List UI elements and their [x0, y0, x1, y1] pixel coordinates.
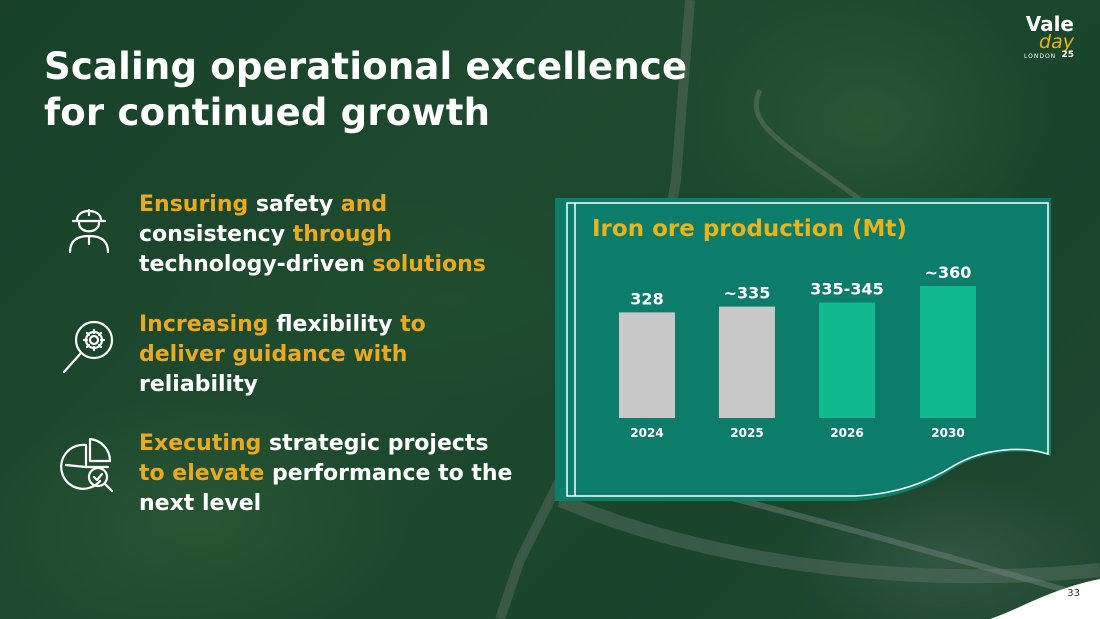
- bullet-text-segment: reliability: [139, 372, 258, 397]
- slide-title: Scaling operational excellence for conti…: [44, 44, 687, 136]
- logo-word-3: LONDON: [1024, 53, 1057, 60]
- tick-label-2030: 2030: [931, 426, 964, 440]
- bullet-text-segment: consistency: [139, 222, 293, 247]
- bar-2024: [619, 312, 675, 418]
- gear-magnifier-icon: [62, 320, 114, 374]
- title-line-2: for continued growth: [44, 91, 491, 134]
- bullet-text-segment: flexibility: [268, 312, 401, 337]
- logo-word-4: 25: [1061, 50, 1074, 60]
- tick-label-2026: 2026: [830, 426, 863, 440]
- bullet-text-segment: Increasing: [139, 312, 269, 337]
- vale-day-logo: Vale day LONDON 25: [1024, 14, 1074, 64]
- bullet-text-segment: Ensuring: [139, 192, 249, 217]
- chart-title: Iron ore production (Mt): [592, 216, 907, 242]
- bullet-projects: Executing strategic projects to elevate …: [60, 429, 520, 519]
- bullet-text-segment: solutions: [372, 252, 486, 277]
- page-number: 33: [1067, 588, 1080, 599]
- bullet-safety: Ensuring safety and consistency through …: [60, 190, 520, 280]
- title-line-1: Scaling operational excellence: [44, 45, 688, 88]
- pie-chart-check-icon: [60, 437, 114, 493]
- tick-label-2025: 2025: [730, 426, 763, 440]
- logo-word-1: Vale: [1025, 12, 1074, 36]
- bullet-flexibility: Increasing flexibility to deliver guidan…: [60, 310, 520, 400]
- bullet-text-segment: to elevate: [139, 461, 265, 486]
- bullet-text-segment: to deliver guidance with: [139, 312, 426, 367]
- tick-label-2024: 2024: [630, 426, 663, 440]
- bar-2026: [819, 302, 875, 418]
- data-label-2025: ~335: [724, 284, 771, 303]
- bullet-text: Ensuring safety and consistency through …: [139, 190, 519, 280]
- iron-ore-bar-chart: 328 2024 ~335 2025 335-345 2026 ~360 2030: [619, 263, 976, 440]
- bullet-text-segment: through: [292, 222, 392, 247]
- data-label-2026: 335-345: [810, 280, 883, 299]
- bar-2025: [719, 306, 775, 418]
- logo-word-2: day: [1039, 31, 1074, 53]
- worker-helmet-icon: [68, 208, 110, 254]
- bullet-text: Executing strategic projects to elevate …: [139, 429, 519, 519]
- bullet-text: Increasing flexibility to deliver guidan…: [139, 310, 519, 400]
- bullet-text-segment: safety: [248, 192, 341, 217]
- bullet-text-segment: strategic projects: [261, 431, 489, 456]
- chart-panel: [555, 198, 1051, 501]
- data-label-2030: ~360: [925, 263, 972, 282]
- data-label-2024: 328: [630, 289, 663, 308]
- bullet-text-segment: technology-driven: [139, 252, 373, 277]
- bullet-text-segment: performance to the next level: [139, 461, 513, 516]
- bullet-text-segment: Executing: [139, 431, 262, 456]
- corner-decoration: [990, 579, 1100, 619]
- bar-2030: [920, 286, 976, 418]
- bullet-text-segment: and: [340, 192, 388, 217]
